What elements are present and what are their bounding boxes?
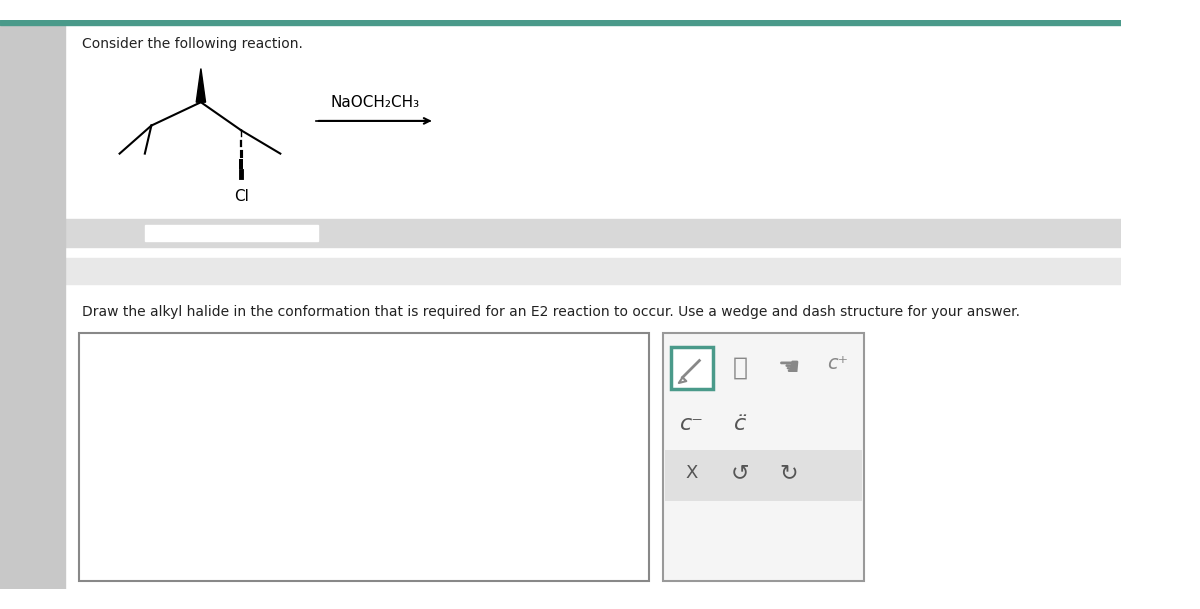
Text: ⬜: ⬜ [733,356,748,380]
Bar [0,20,1121,24]
Bar [66,258,1121,284]
Text: c̈: c̈ [734,414,746,434]
Bar [0,20,66,589]
Text: NaOCH₂CH₃: NaOCH₂CH₃ [330,94,420,110]
Text: Consider the following reaction.: Consider the following reaction. [83,37,304,51]
Text: ☚: ☚ [778,356,800,380]
Text: ↺: ↺ [731,463,750,483]
Bar [665,450,863,501]
Bar [671,347,713,389]
Text: Cl: Cl [234,189,248,204]
Text: Draw the alkyl halide in the conformation that is required for an E2 reaction to: Draw the alkyl halide in the conformatio… [83,305,1020,319]
Bar [145,225,318,241]
Text: C: C [313,506,329,526]
Text: Part 1 of 2: Part 1 of 2 [83,264,154,278]
Bar [66,219,1121,247]
Text: X: X [685,464,698,482]
Text: c⁻: c⁻ [680,414,704,434]
Bar [664,333,864,580]
Text: c⁺: c⁺ [827,354,848,373]
Text: ↻: ↻ [780,463,798,483]
Polygon shape [197,69,205,102]
Bar [79,333,649,580]
Text: Part: 0 / 2: Part: 0 / 2 [83,226,160,240]
